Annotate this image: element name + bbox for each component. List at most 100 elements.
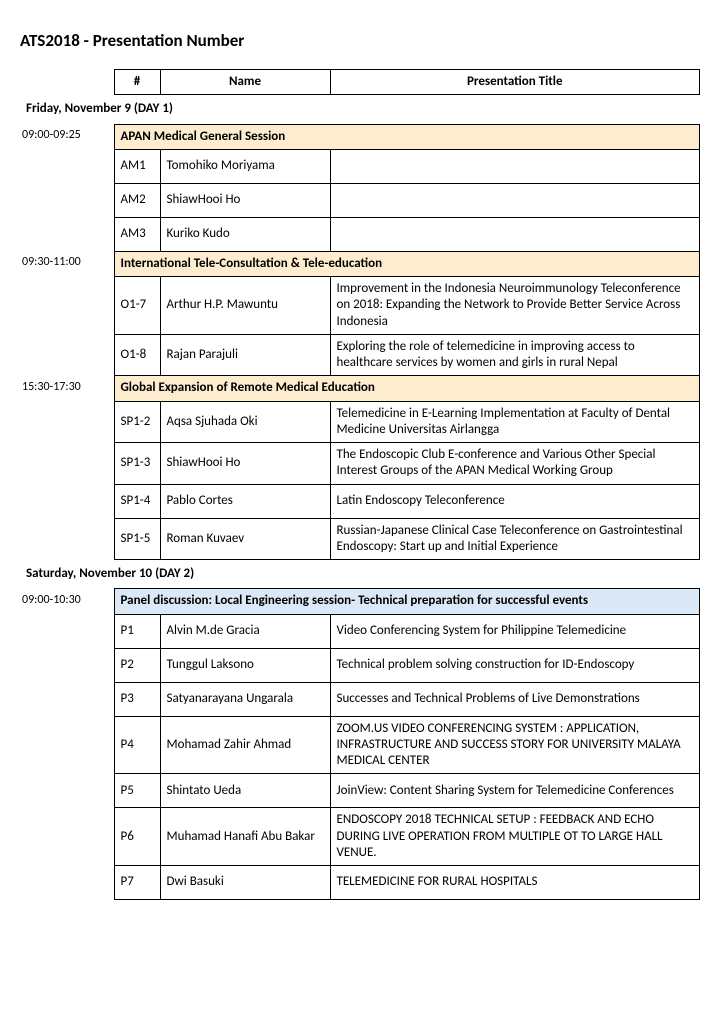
presentation-number: AM3	[114, 217, 160, 251]
table-row: O1-7Arthur H.P. MawuntuImprovement in th…	[20, 277, 700, 335]
spacer-cell	[20, 682, 114, 716]
spacer-cell	[20, 614, 114, 648]
presentation-number: SP1-3	[114, 443, 160, 485]
day-label-row: Saturday, November 10 (DAY 2)	[20, 560, 700, 589]
presentation-title: Successes and Technical Problems of Live…	[330, 682, 700, 716]
header-name: Name	[160, 70, 330, 95]
presenter-name: Alvin M.de Gracia	[160, 614, 330, 648]
presenter-name: Aqsa Sjuhada Oki	[160, 401, 330, 443]
session-title: APAN Medical General Session	[114, 124, 700, 149]
spacer-cell	[20, 484, 114, 518]
presenter-name: Muhamad Hanafi Abu Bakar	[160, 808, 330, 866]
presenter-name: Shintato Ueda	[160, 774, 330, 808]
presentation-title	[330, 217, 700, 251]
session-time: 09:30-11:00	[20, 251, 114, 276]
table-row: P7Dwi BasukiTELEMEDICINE FOR RURAL HOSPI…	[20, 866, 700, 900]
header-title: Presentation Title	[330, 70, 700, 95]
presentation-title: TELEMEDICINE FOR RURAL HOSPITALS	[330, 866, 700, 900]
presenter-name: Roman Kuvaev	[160, 518, 330, 560]
presenter-name: Tunggul Laksono	[160, 648, 330, 682]
spacer-cell	[20, 70, 114, 95]
spacer-cell	[20, 217, 114, 251]
table-row: SP1-3ShiawHooi HoThe Endoscopic Club E-c…	[20, 443, 700, 485]
presenter-name: Mohamad Zahir Ahmad	[160, 716, 330, 774]
presenter-name: Rajan Parajuli	[160, 334, 330, 376]
session-time: 15:30-17:30	[20, 376, 114, 401]
presentation-title: JoinView: Content Sharing System for Tel…	[330, 774, 700, 808]
presentation-title: Latin Endoscopy Teleconference	[330, 484, 700, 518]
presentation-title: Exploring the role of telemedicine in im…	[330, 334, 700, 376]
presentation-number: P3	[114, 682, 160, 716]
day-label: Saturday, November 10 (DAY 2)	[20, 560, 700, 589]
presentation-title	[330, 149, 700, 183]
presentation-title: Russian-Japanese Clinical Case Teleconfe…	[330, 518, 700, 560]
presenter-name: Kuriko Kudo	[160, 217, 330, 251]
table-header-row: #NamePresentation Title	[20, 70, 700, 95]
presentation-title: ZOOM.US VIDEO CONFERENCING SYSTEM : APPL…	[330, 716, 700, 774]
session-time: 09:00-09:25	[20, 124, 114, 149]
spacer-cell	[20, 401, 114, 443]
presentation-title: Telemedicine in E-Learning Implementatio…	[330, 401, 700, 443]
presentation-title: Technical problem solving construction f…	[330, 648, 700, 682]
presentation-number: O1-8	[114, 334, 160, 376]
table-row: AM1Tomohiko Moriyama	[20, 149, 700, 183]
table-row: AM2ShiawHooi Ho	[20, 183, 700, 217]
spacer-cell	[20, 518, 114, 560]
presenter-name: ShiawHooi Ho	[160, 183, 330, 217]
session-row: 09:00-09:25APAN Medical General Session	[20, 124, 700, 149]
presentation-number: P4	[114, 716, 160, 774]
table-row: P1Alvin M.de GraciaVideo Conferencing Sy…	[20, 614, 700, 648]
presentation-number: P1	[114, 614, 160, 648]
session-time: 09:00-10:30	[20, 589, 114, 614]
session-title: Global Expansion of Remote Medical Educa…	[114, 376, 700, 401]
session-row: 09:30-11:00International Tele-Consultati…	[20, 251, 700, 276]
table-row: P5Shintato UedaJoinView: Content Sharing…	[20, 774, 700, 808]
presentation-number: P5	[114, 774, 160, 808]
table-row: P3Satyanarayana UngaralaSuccesses and Te…	[20, 682, 700, 716]
spacer-cell	[20, 334, 114, 376]
presentation-title: ENDOSCOPY 2018 TECHNICAL SETUP : FEEDBAC…	[330, 808, 700, 866]
table-row: P2Tunggul LaksonoTechnical problem solvi…	[20, 648, 700, 682]
table-row: SP1-2Aqsa Sjuhada OkiTelemedicine in E-L…	[20, 401, 700, 443]
session-title: International Tele-Consultation & Tele-e…	[114, 251, 700, 276]
spacer-cell	[20, 183, 114, 217]
page-title: ATS2018 - Presentation Number	[20, 30, 700, 51]
header-num: #	[114, 70, 160, 95]
table-row: SP1-5Roman KuvaevRussian-Japanese Clinic…	[20, 518, 700, 560]
presentation-number: AM1	[114, 149, 160, 183]
presentation-number: SP1-5	[114, 518, 160, 560]
table-row: P6Muhamad Hanafi Abu BakarENDOSCOPY 2018…	[20, 808, 700, 866]
presenter-name: Satyanarayana Ungarala	[160, 682, 330, 716]
table-row: SP1-4Pablo CortesLatin Endoscopy Telecon…	[20, 484, 700, 518]
session-row: 15:30-17:30Global Expansion of Remote Me…	[20, 376, 700, 401]
presentation-number: SP1-2	[114, 401, 160, 443]
presentation-number: SP1-4	[114, 484, 160, 518]
presentation-number: O1-7	[114, 277, 160, 335]
presentation-number: P6	[114, 808, 160, 866]
spacer-cell	[20, 277, 114, 335]
schedule-table: #NamePresentation TitleFriday, November …	[20, 69, 700, 900]
presentation-number: P2	[114, 648, 160, 682]
presentation-title: Video Conferencing System for Philippine…	[330, 614, 700, 648]
presenter-name: Dwi Basuki	[160, 866, 330, 900]
table-row: AM3Kuriko Kudo	[20, 217, 700, 251]
spacer-cell	[20, 866, 114, 900]
presentation-title: The Endoscopic Club E-conference and Var…	[330, 443, 700, 485]
presenter-name: Pablo Cortes	[160, 484, 330, 518]
spacer-cell	[20, 808, 114, 866]
spacer-cell	[20, 648, 114, 682]
presentation-number: AM2	[114, 183, 160, 217]
day-label-row: Friday, November 9 (DAY 1)	[20, 95, 700, 124]
session-title: Panel discussion: Local Engineering sess…	[114, 589, 700, 614]
spacer-cell	[20, 443, 114, 485]
presentation-number: P7	[114, 866, 160, 900]
spacer-cell	[20, 149, 114, 183]
spacer-cell	[20, 716, 114, 774]
presentation-title	[330, 183, 700, 217]
presenter-name: Arthur H.P. Mawuntu	[160, 277, 330, 335]
presentation-title: Improvement in the Indonesia Neuroimmuno…	[330, 277, 700, 335]
spacer-cell	[20, 774, 114, 808]
presenter-name: Tomohiko Moriyama	[160, 149, 330, 183]
session-row: 09:00-10:30Panel discussion: Local Engin…	[20, 589, 700, 614]
day-label: Friday, November 9 (DAY 1)	[20, 95, 700, 124]
